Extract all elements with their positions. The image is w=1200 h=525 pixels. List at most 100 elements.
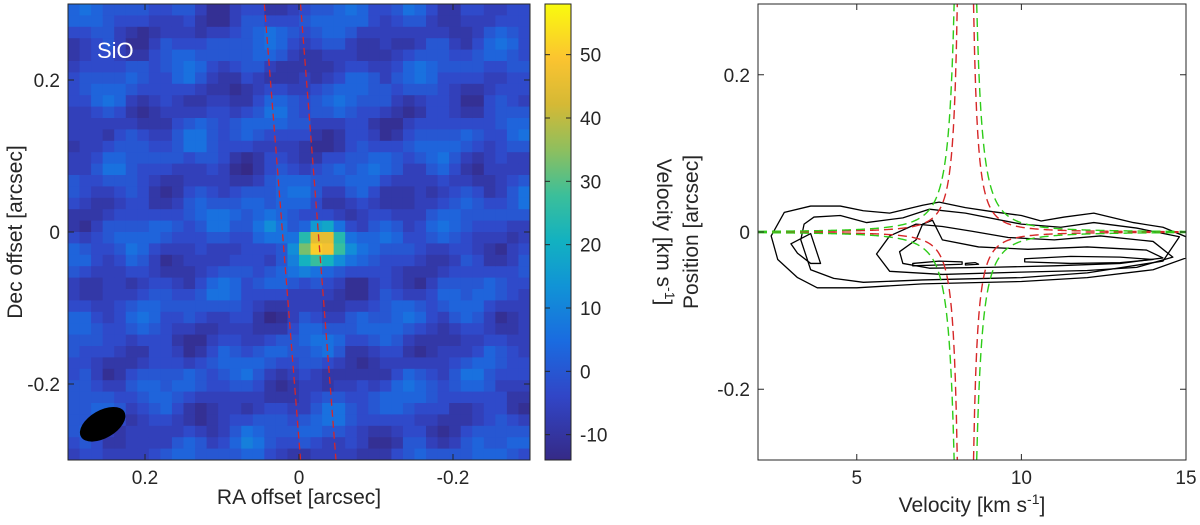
heatmap-cell	[195, 106, 208, 119]
heatmap-cell	[356, 95, 369, 108]
heatmap-cell	[460, 129, 473, 142]
heatmap-cell	[229, 186, 242, 199]
heatmap-cell	[414, 254, 427, 267]
heatmap-cell	[495, 175, 508, 187]
heatmap-cell	[495, 72, 508, 85]
heatmap-cell	[91, 49, 104, 62]
heatmap-cell	[391, 197, 404, 210]
heatmap-cell	[68, 300, 81, 313]
heatmap-cell	[206, 357, 219, 370]
heatmap-cell	[379, 209, 392, 222]
heatmap-cell	[195, 403, 208, 415]
heatmap-cell	[148, 414, 161, 427]
heatmap-cell	[195, 425, 208, 438]
heatmap-cell	[426, 277, 439, 290]
heatmap-cell	[322, 425, 335, 438]
heatmap-cell	[460, 15, 473, 28]
heatmap-cell	[356, 289, 369, 301]
heatmap-cell	[322, 175, 335, 187]
heatmap-cell	[414, 323, 427, 336]
heatmap-cell	[206, 232, 219, 244]
heatmap-cell	[368, 266, 381, 279]
heatmap-cell	[437, 129, 450, 142]
heatmap-cell	[171, 49, 185, 62]
heatmap-cell	[91, 334, 104, 347]
heatmap-cell	[160, 357, 173, 370]
contour-7	[964, 262, 980, 266]
heatmap-cell	[402, 425, 416, 438]
heatmap-cell	[402, 334, 416, 347]
heatmap-cell	[241, 220, 254, 233]
heatmap-cell	[356, 311, 369, 324]
heatmap-cell	[206, 152, 219, 165]
heatmap-cell	[460, 289, 473, 301]
heatmap-cell	[264, 391, 277, 404]
heatmap-cell	[206, 186, 219, 199]
heatmap-cell	[287, 334, 300, 347]
heatmap-cell	[414, 368, 427, 381]
heatmap-cell	[183, 175, 196, 187]
heatmap-cell	[229, 425, 242, 438]
heatmap-cell	[183, 152, 196, 165]
heatmap-cell	[391, 277, 404, 290]
heatmap-cell	[125, 254, 138, 267]
heatmap-cell	[218, 61, 231, 73]
heatmap-cell	[91, 95, 104, 108]
heatmap-cell	[287, 232, 300, 244]
heatmap-cell	[518, 311, 530, 324]
heatmap-cell	[287, 72, 300, 85]
heatmap-cell	[518, 4, 530, 16]
heatmap-cell	[137, 61, 150, 73]
heatmap-cell	[506, 380, 520, 393]
heatmap-cell	[472, 163, 485, 176]
heatmap-cell	[426, 334, 439, 347]
map-heatmap-cells	[68, 4, 530, 460]
heatmap-cell	[137, 186, 150, 199]
heatmap-cell	[148, 61, 161, 73]
heatmap-cell	[102, 277, 115, 290]
heatmap-cell	[345, 72, 358, 85]
heatmap-cell	[206, 414, 219, 427]
heatmap-cell	[402, 289, 416, 301]
heatmap-cell	[241, 323, 254, 336]
heatmap-cell	[229, 300, 242, 313]
heatmap-cell	[218, 403, 231, 415]
heatmap-cell	[79, 175, 92, 187]
heatmap-cell	[114, 61, 127, 73]
heatmap-cell	[102, 106, 115, 119]
heatmap-cell	[414, 38, 427, 51]
heatmap-cell	[299, 357, 312, 370]
heatmap-cell	[102, 72, 115, 85]
heatmap-cell	[414, 197, 427, 210]
heatmap-cell	[79, 243, 92, 256]
heatmap-cell	[287, 83, 300, 96]
heatmap-cell	[472, 95, 485, 108]
heatmap-cell	[460, 266, 473, 279]
heatmap-cell	[310, 26, 323, 39]
heatmap-cell	[345, 311, 358, 324]
heatmap-cell	[460, 300, 473, 313]
heatmap-cell	[333, 83, 346, 96]
heatmap-cell	[391, 118, 404, 130]
heatmap-cell	[160, 26, 173, 39]
colorbar-tick-label: 0	[580, 362, 591, 383]
contour-2	[800, 208, 1181, 283]
heatmap-cell	[206, 129, 219, 142]
heatmap-cell	[79, 140, 92, 153]
heatmap-cell	[299, 403, 312, 415]
heatmap-cell	[102, 220, 115, 233]
heatmap-cell	[218, 72, 231, 85]
heatmap-cell	[345, 425, 358, 438]
heatmap-cell	[414, 72, 427, 85]
heatmap-cell	[275, 140, 289, 153]
heatmap-cell	[402, 106, 416, 119]
heatmap-cell	[125, 380, 138, 393]
heatmap-cell	[102, 334, 115, 347]
heatmap-cell	[287, 15, 300, 28]
heatmap-cell	[495, 61, 508, 73]
heatmap-cell	[229, 311, 242, 324]
heatmap-cell	[472, 357, 485, 370]
heatmap-cell	[195, 38, 208, 51]
heatmap-cell	[125, 129, 138, 142]
heatmap-cell	[518, 72, 530, 85]
